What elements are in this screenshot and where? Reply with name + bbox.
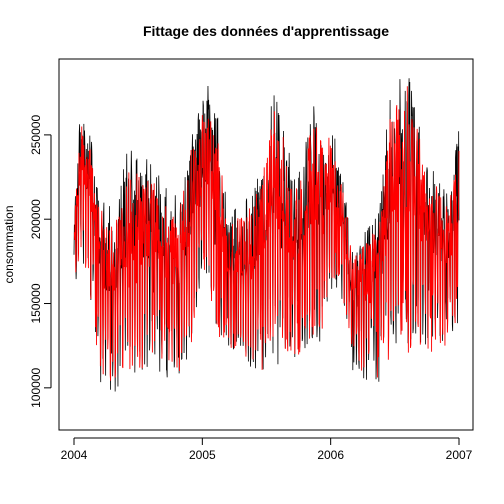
x-tick-label: 2007 [446, 448, 473, 462]
plot-data [73, 78, 460, 392]
x-tick-label: 2005 [189, 448, 216, 462]
y-axis: 100000 150000 200000 250000 [29, 115, 52, 408]
plot-frame [58, 58, 474, 431]
x-tick-label: 2004 [61, 448, 88, 462]
y-tick-label: 250000 [29, 115, 43, 155]
chart-title: Fittage des données d'apprentissage [143, 23, 389, 39]
y-axis-title: consommation [2, 205, 16, 283]
y-tick-label: 100000 [29, 367, 43, 407]
y-tick-label: 150000 [29, 283, 43, 323]
fitted-series-line [73, 86, 460, 381]
x-axis: 2004 2005 2006 2007 [61, 437, 473, 462]
x-tick-label: 2006 [317, 448, 344, 462]
y-tick-label: 200000 [29, 199, 43, 239]
